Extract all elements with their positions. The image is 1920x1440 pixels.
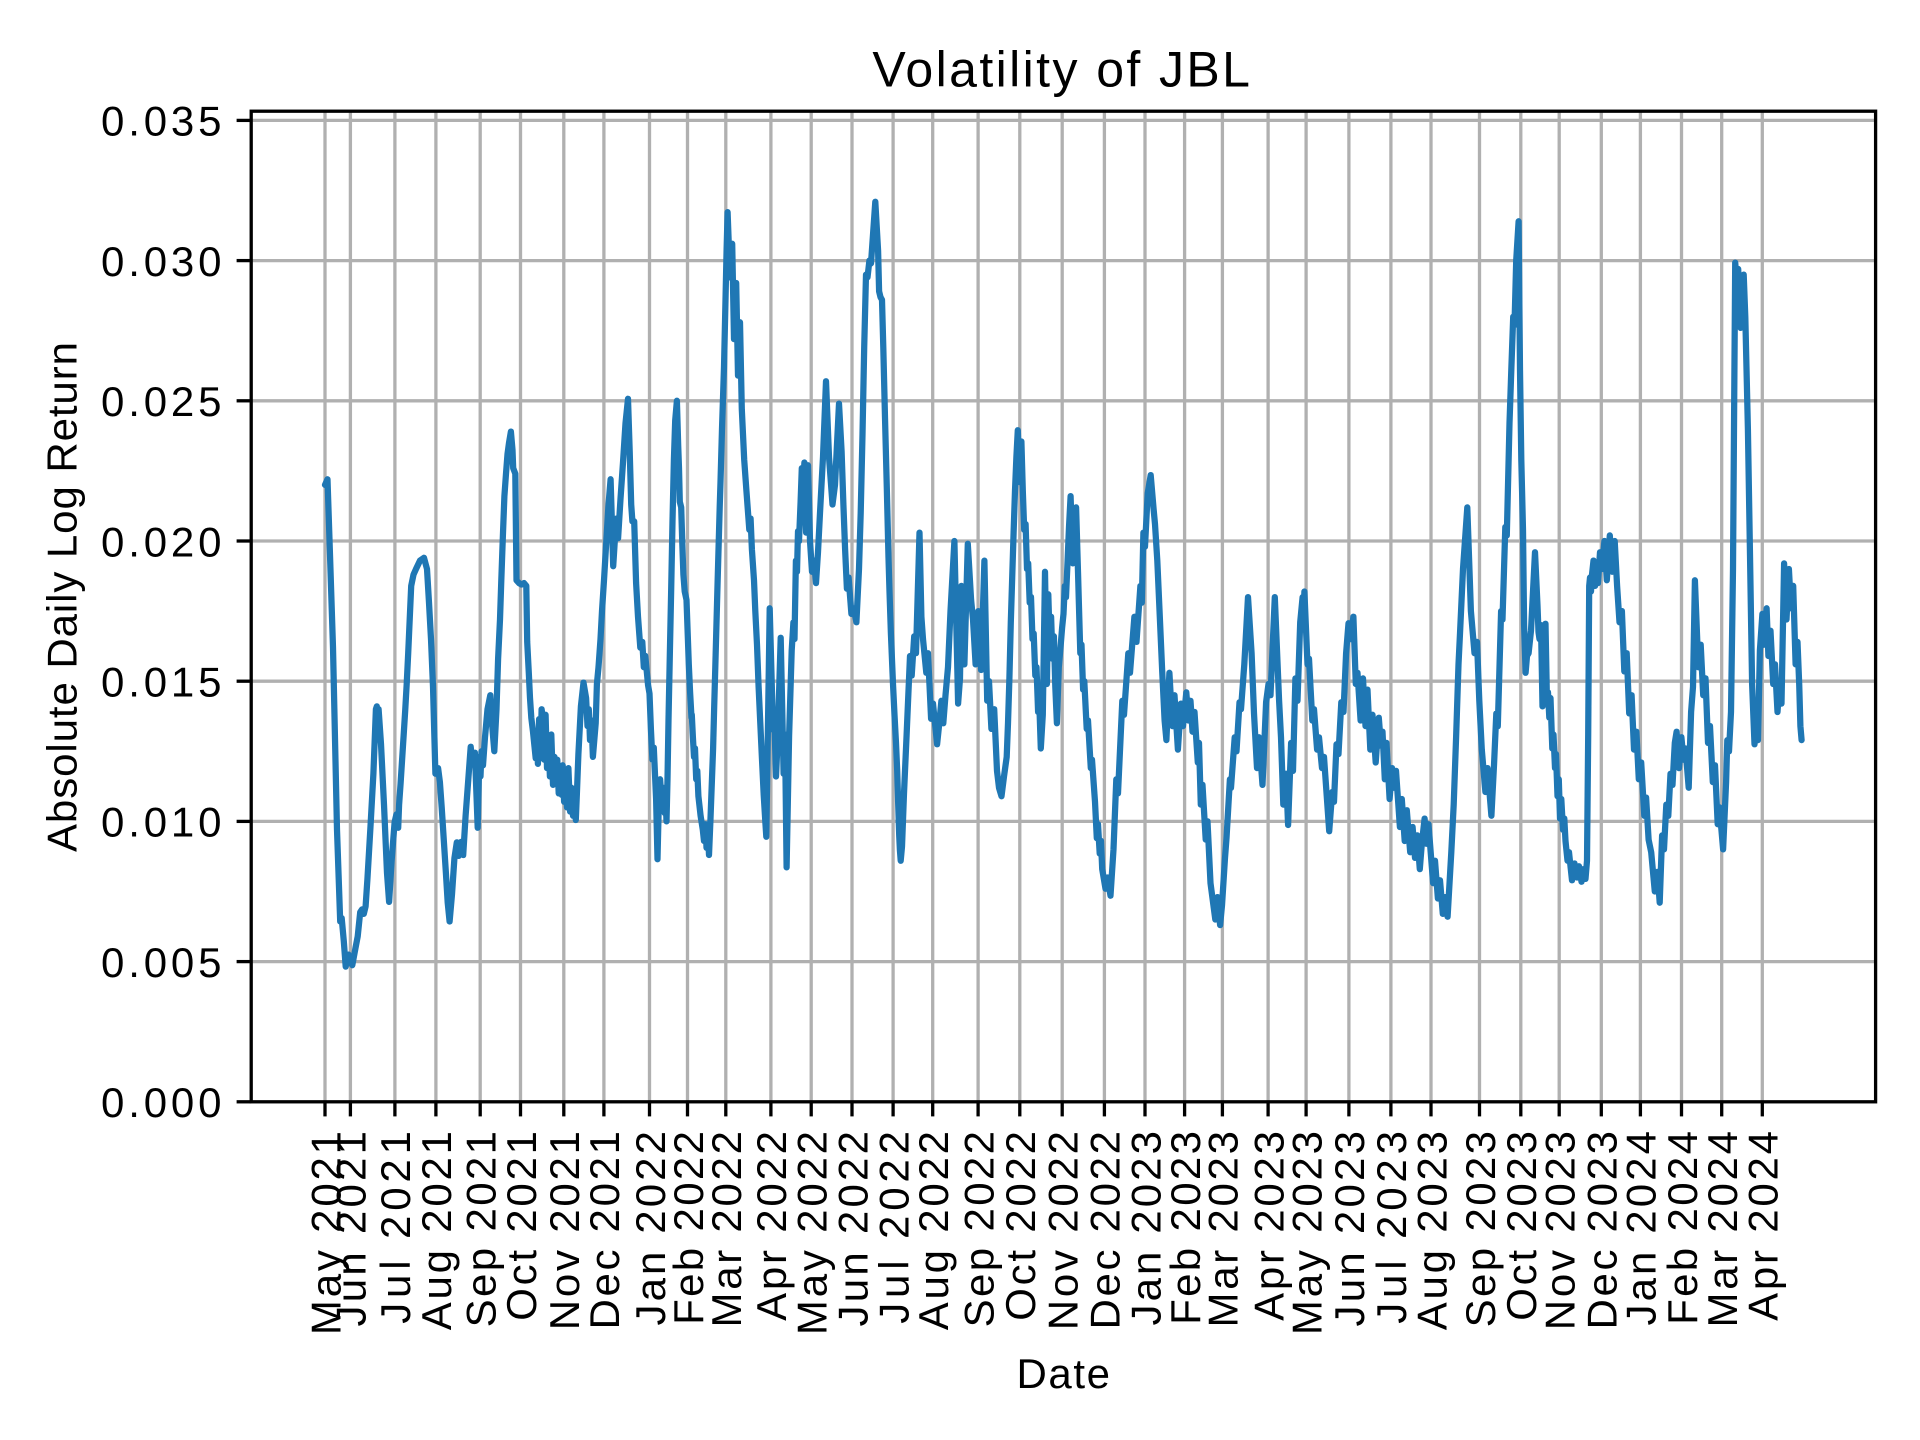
svg-text:Dec 2021: Dec 2021 (581, 1131, 628, 1330)
svg-text:Jul 2023: Jul 2023 (1368, 1131, 1415, 1324)
svg-text:Absolute Daily Log Return: Absolute Daily Log Return (39, 342, 86, 852)
svg-text:Mar 2024: Mar 2024 (1699, 1131, 1746, 1328)
svg-text:0.000: 0.000 (101, 1079, 222, 1126)
svg-text:Nov 2023: Nov 2023 (1537, 1131, 1584, 1330)
svg-text:Jul 2022: Jul 2022 (870, 1131, 917, 1324)
svg-text:0.010: 0.010 (101, 799, 222, 846)
svg-text:Sep 2023: Sep 2023 (1457, 1131, 1504, 1327)
svg-text:Jul 2021: Jul 2021 (372, 1131, 419, 1324)
svg-text:May 2023: May 2023 (1283, 1131, 1330, 1335)
svg-text:Dec 2023: Dec 2023 (1579, 1131, 1626, 1330)
svg-text:Feb 2022: Feb 2022 (665, 1131, 712, 1325)
svg-text:Jan 2024: Jan 2024 (1618, 1131, 1665, 1326)
svg-text:Aug 2023: Aug 2023 (1408, 1131, 1455, 1330)
svg-text:Aug 2022: Aug 2022 (910, 1131, 957, 1330)
svg-text:Nov 2022: Nov 2022 (1040, 1131, 1087, 1330)
svg-text:0.030: 0.030 (101, 238, 222, 285)
svg-text:Feb 2024: Feb 2024 (1659, 1131, 1706, 1325)
svg-text:Date: Date (1016, 1350, 1110, 1397)
svg-text:Apr 2022: Apr 2022 (748, 1131, 795, 1321)
svg-text:Mar 2022: Mar 2022 (703, 1131, 750, 1328)
svg-text:May 2021: May 2021 (302, 1131, 349, 1335)
svg-text:Jan 2023: Jan 2023 (1122, 1131, 1169, 1326)
svg-text:Volatility of JBL: Volatility of JBL (872, 41, 1250, 97)
svg-text:Jun 2022: Jun 2022 (829, 1131, 876, 1327)
svg-text:Mar 2023: Mar 2023 (1200, 1131, 1247, 1328)
svg-text:Feb 2023: Feb 2023 (1162, 1131, 1209, 1325)
svg-text:May 2022: May 2022 (789, 1131, 836, 1335)
svg-text:0.020: 0.020 (101, 518, 222, 565)
svg-text:Sep 2022: Sep 2022 (955, 1131, 1002, 1327)
svg-text:Jan 2022: Jan 2022 (627, 1131, 674, 1326)
svg-text:Nov 2021: Nov 2021 (541, 1131, 588, 1330)
svg-text:Oct 2021: Oct 2021 (498, 1131, 545, 1321)
svg-text:Dec 2022: Dec 2022 (1082, 1131, 1129, 1330)
svg-text:Oct 2022: Oct 2022 (997, 1131, 1044, 1321)
svg-text:Jun 2023: Jun 2023 (1326, 1131, 1373, 1327)
svg-text:Sep 2021: Sep 2021 (458, 1131, 505, 1327)
svg-text:0.035: 0.035 (101, 98, 222, 145)
svg-text:Aug 2021: Aug 2021 (413, 1131, 460, 1330)
svg-text:Apr 2023: Apr 2023 (1245, 1131, 1292, 1321)
svg-text:Jun 2021: Jun 2021 (328, 1131, 375, 1327)
svg-text:Apr 2024: Apr 2024 (1740, 1131, 1787, 1321)
svg-text:0.025: 0.025 (101, 378, 222, 425)
svg-text:Oct 2023: Oct 2023 (1498, 1131, 1545, 1321)
svg-text:0.015: 0.015 (101, 659, 222, 706)
svg-text:0.005: 0.005 (101, 939, 222, 986)
